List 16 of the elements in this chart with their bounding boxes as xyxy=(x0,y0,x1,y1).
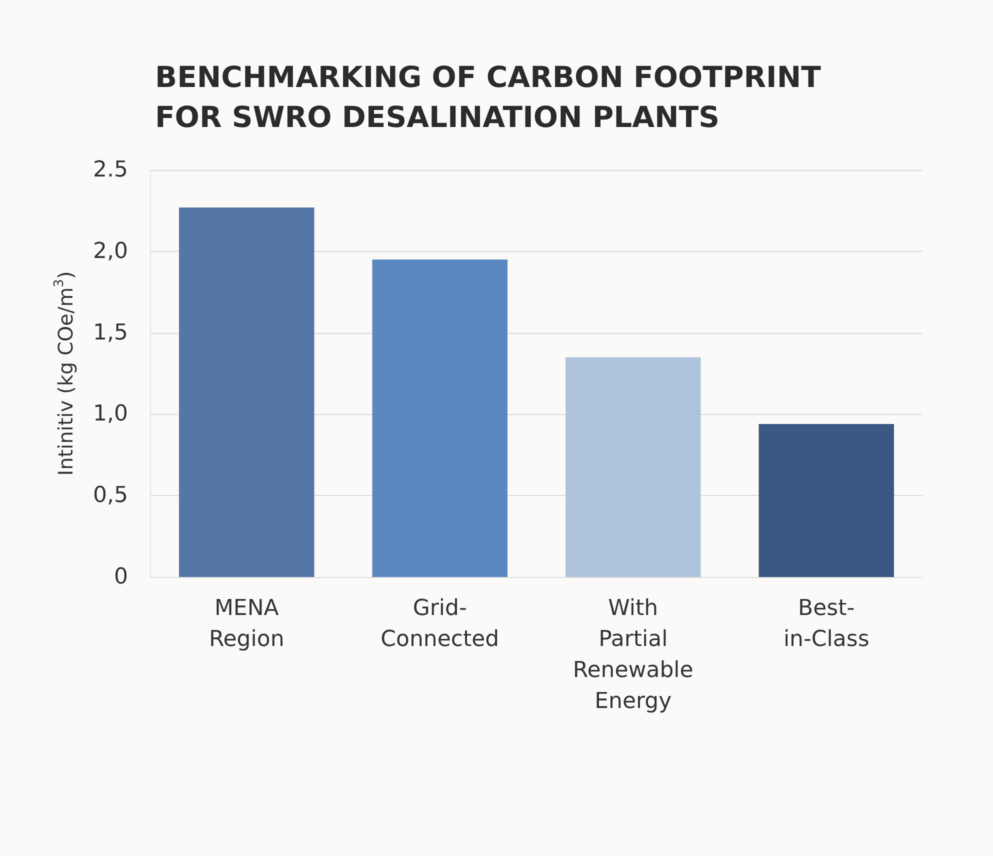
bar xyxy=(178,207,314,577)
y-tick-label: 2.5 xyxy=(93,158,128,182)
y-axis-title: Intinitiv (kg COe/m3) xyxy=(52,271,78,476)
chart-title: BENCHMARKING OF CARBON FOOTPRINT FOR SWRO DESALINATION PLANTS xyxy=(155,60,822,134)
y-tick-label: 2,0 xyxy=(93,238,128,264)
y-tick-label: 0 xyxy=(114,564,128,590)
y-tick-label: 1,0 xyxy=(93,402,128,427)
x-tick-label: Best- in-Class xyxy=(783,596,870,652)
y-tick-label: 1,5 xyxy=(93,320,128,346)
x-tick-label: MENA Region xyxy=(208,596,284,652)
bar xyxy=(758,424,894,577)
x-tick-label: Grid- Connected xyxy=(380,596,500,652)
x-tick-label: With Partial Renewable Energy xyxy=(572,596,694,714)
bar xyxy=(565,357,701,577)
y-tick-label: 0,5 xyxy=(93,483,128,508)
bar xyxy=(372,260,508,577)
